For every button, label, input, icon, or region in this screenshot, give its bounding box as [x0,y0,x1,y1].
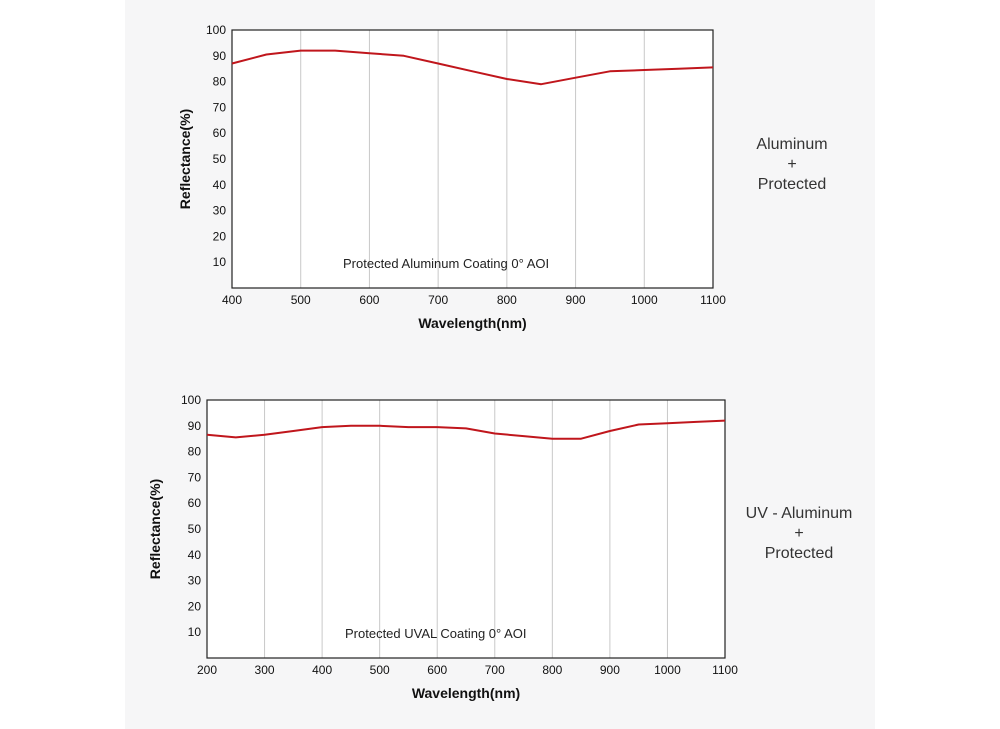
y-tick-label: 60 [188,496,202,510]
y-tick-label: 40 [188,548,202,562]
y-tick-label: 50 [188,522,202,536]
side-label-line-2: + [794,525,804,542]
side-label-uv-aluminum: UV - Aluminum + Protected [699,504,899,564]
x-tick-label: 900 [566,293,586,307]
y-axis-title: Reflectance(%) [177,109,193,209]
y-tick-label: 30 [188,574,202,588]
plot-area [207,400,725,658]
reflectance-curve [206,419,726,440]
y-tick-label: 70 [188,470,202,484]
side-label-line-2: + [787,156,797,173]
side-label-line-1: Aluminum [756,136,828,153]
x-tick-label: 900 [600,663,620,677]
plot-frame [206,399,726,659]
x-tick-label: 1000 [631,293,658,307]
plot-area [232,30,713,288]
y-tick-label: 80 [188,445,202,459]
x-tick-label: 700 [485,663,505,677]
y-tick-label: 90 [213,49,227,63]
chart-protected-aluminum: 10 20 30 40 50 60 70 80 90 100 400 500 600 700 800 900 1… [177,23,726,331]
y-axis-title: Reflectance(%) [147,479,163,579]
x-tick-label: 1000 [654,663,681,677]
side-label-line-1: UV - Aluminum [745,505,853,522]
x-tick-label: 300 [255,663,275,677]
side-label-aluminum: Aluminum + Protected [692,135,892,195]
y-tick-label: 100 [206,23,226,37]
x-tick-label: 200 [197,663,217,677]
x-tick-label: 400 [222,293,242,307]
y-tick-label: 100 [181,393,201,407]
chart-protected-uval: 10 20 30 40 50 60 70 80 90 100 200 300 400 500 600 700 8… [147,393,738,701]
x-tick-label: 600 [427,663,447,677]
y-tick-label: 80 [213,75,227,89]
x-tick-label: 700 [428,293,448,307]
y-tick-label: 20 [213,229,227,243]
x-tick-label: 800 [542,663,562,677]
coating-annotation: Protected Aluminum Coating 0° AOI [343,256,549,271]
coating-annotation: Protected UVAL Coating 0° AOI [345,626,527,641]
y-tick-label: 10 [213,255,227,269]
y-tick-label: 40 [213,178,227,192]
y-tick-label: 60 [213,126,227,140]
x-tick-label: 400 [312,663,332,677]
y-tick-label: 50 [213,152,227,166]
x-tick-label: 600 [359,293,379,307]
y-tick-label: 10 [188,625,202,639]
y-tick-label: 30 [213,204,227,218]
x-tick-label: 1100 [712,663,738,677]
x-tick-label: 500 [291,293,311,307]
side-label-line-3: Protected [764,545,834,562]
reflectance-curve [231,49,714,86]
x-axis-title: Wavelength(nm) [418,315,526,331]
y-tick-label: 20 [188,599,202,613]
y-tick-label: 70 [213,100,227,114]
x-tick-label: 800 [497,293,517,307]
x-axis-title: Wavelength(nm) [412,685,520,701]
x-tick-label: 1100 [700,293,726,307]
y-tick-label: 90 [188,419,202,433]
plot-frame [231,29,714,289]
x-tick-label: 500 [370,663,390,677]
side-label-line-3: Protected [757,176,827,193]
